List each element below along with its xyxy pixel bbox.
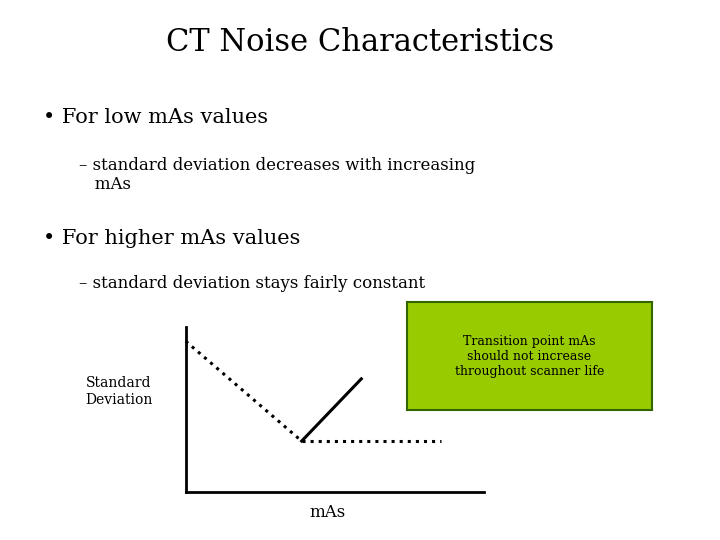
Text: • For low mAs values: • For low mAs values (43, 108, 269, 127)
Text: CT Noise Characteristics: CT Noise Characteristics (166, 27, 554, 58)
Text: mAs: mAs (310, 504, 346, 521)
Text: Standard
Deviation: Standard Deviation (85, 376, 153, 407)
Text: – standard deviation decreases with increasing
   mAs: – standard deviation decreases with incr… (79, 157, 475, 193)
Text: • For higher mAs values: • For higher mAs values (43, 230, 300, 248)
Text: – standard deviation stays fairly constant: – standard deviation stays fairly consta… (79, 275, 426, 292)
Text: Transition point mAs
should not increase
throughout scanner life: Transition point mAs should not increase… (454, 335, 604, 378)
